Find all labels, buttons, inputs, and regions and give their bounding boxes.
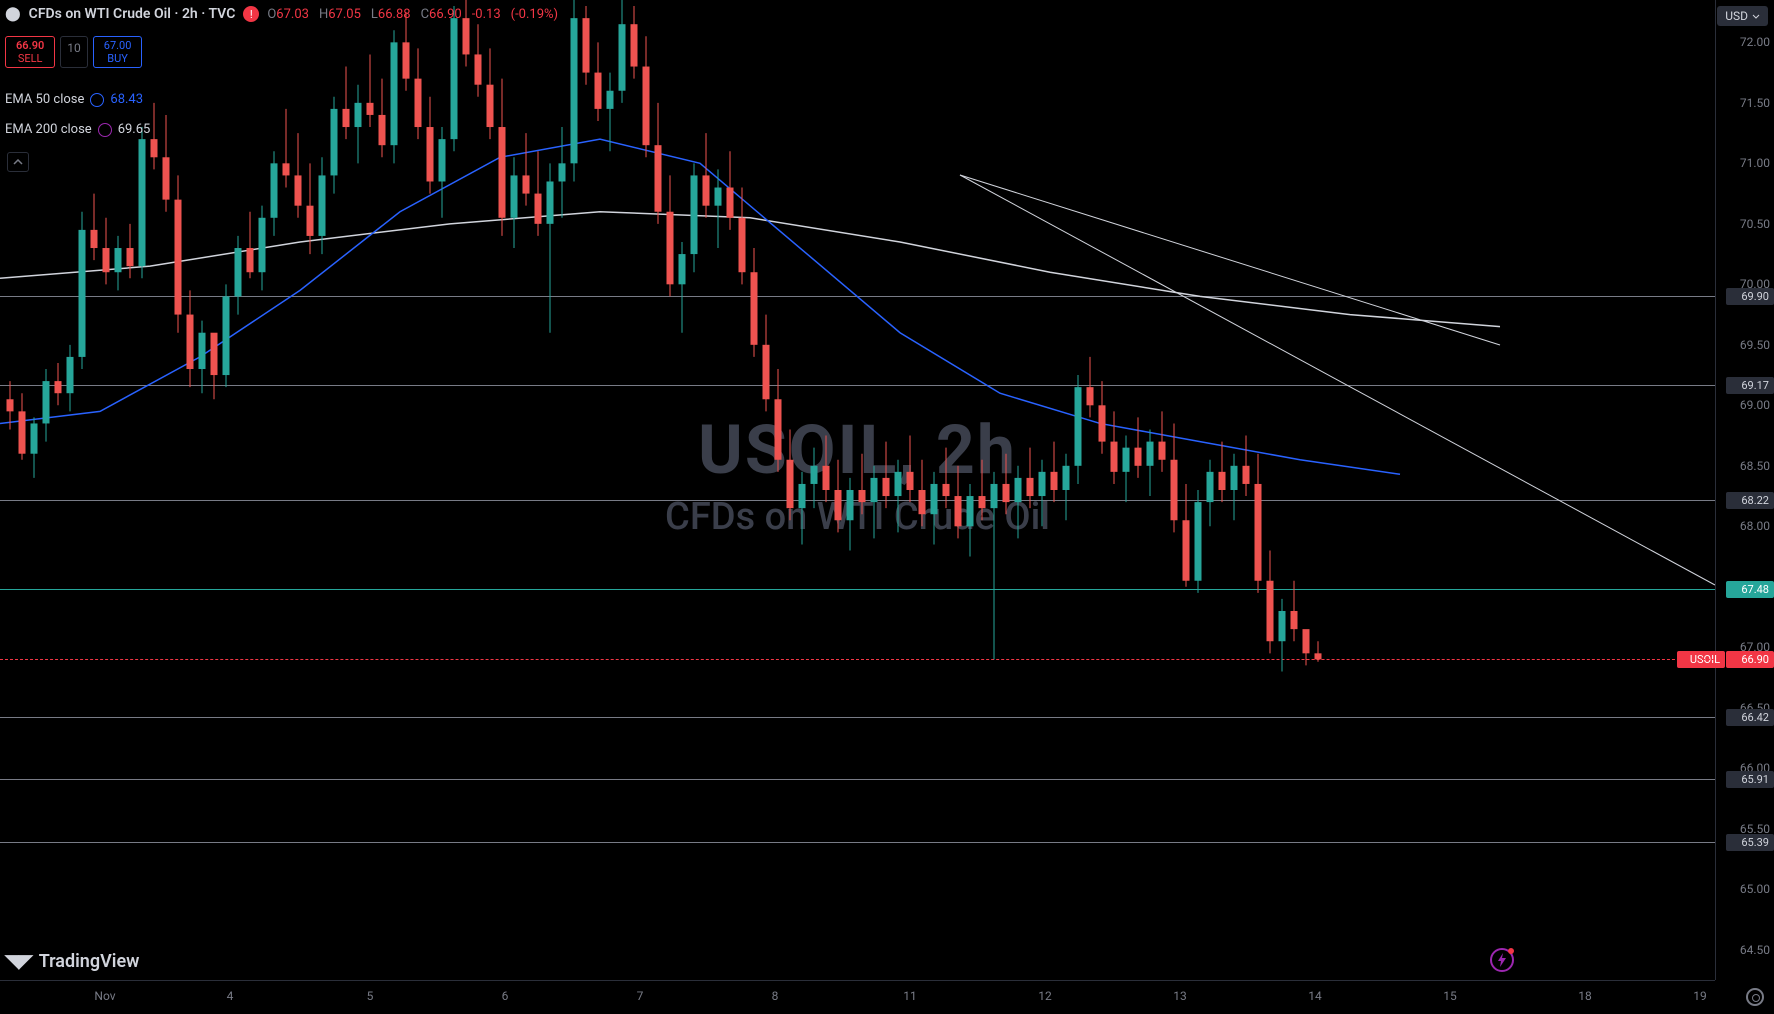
price-tick: 70.50 (1740, 217, 1770, 231)
price-tick: 72.00 (1740, 35, 1770, 49)
settings-icon[interactable] (1746, 988, 1764, 1006)
time-tick: 5 (367, 989, 374, 1003)
price-tick: 68.50 (1740, 459, 1770, 473)
tv-icon: ◥◤ (5, 951, 33, 972)
time-tick: 4 (227, 989, 234, 1003)
quantity-input[interactable]: 10 (60, 36, 88, 68)
price-tick: 68.00 (1740, 519, 1770, 533)
time-tick: 19 (1693, 989, 1707, 1003)
time-tick: 13 (1173, 989, 1187, 1003)
price-tick: 69.00 (1740, 398, 1770, 412)
tradingview-logo[interactable]: ◥◤ TradingView (5, 951, 139, 972)
price-label: 66.90 (1726, 651, 1774, 668)
chevron-down-icon (1752, 14, 1760, 19)
refresh-icon[interactable] (90, 93, 104, 107)
chart-area[interactable]: USOIL, 2h CFDs on WTI Crude Oil (0, 0, 1715, 980)
indicator-ema50[interactable]: EMA 50 close 68.43 (5, 92, 143, 107)
time-tick: Nov (94, 989, 115, 1003)
sell-button[interactable]: 66.90SELL (5, 36, 55, 68)
price-label: 68.22 (1726, 492, 1774, 509)
price-tick: 65.00 (1740, 882, 1770, 896)
symbol-name[interactable]: CFDs on WTI Crude Oil · 2h · TVC (29, 6, 236, 22)
time-tick: 14 (1308, 989, 1322, 1003)
price-axis[interactable]: 64.5065.0065.5066.0066.5067.0067.5068.00… (1715, 0, 1774, 980)
indicator-ema200[interactable]: EMA 200 close 69.65 (5, 122, 150, 137)
symbol-header: ⬤ CFDs on WTI Crude Oil · 2h · TVC ! O67… (5, 6, 558, 22)
ohlc-display: O67.03 H67.05 L66.88 C66.90 -0.13 (-0.19… (267, 7, 558, 22)
time-axis[interactable]: Nov 4 5 6 7 8 11 12 13 14 15 18 19 (0, 980, 1715, 1014)
lightning-icon[interactable] (1490, 948, 1514, 972)
candlestick-chart (0, 0, 1715, 980)
time-tick: 15 (1443, 989, 1457, 1003)
time-tick: 8 (772, 989, 779, 1003)
trade-buttons: 66.90SELL 10 67.00BUY (5, 36, 142, 68)
price-tick: 71.00 (1740, 156, 1770, 170)
price-label: 67.48 (1726, 581, 1774, 598)
price-label: 69.90 (1726, 288, 1774, 305)
alert-icon[interactable]: ! (243, 6, 259, 22)
time-tick: 11 (903, 989, 917, 1003)
price-label: 65.91 (1726, 771, 1774, 788)
droplet-icon: ⬤ (5, 6, 21, 22)
currency-selector[interactable]: USD (1717, 6, 1768, 26)
time-tick: 18 (1578, 989, 1592, 1003)
price-tick: 69.50 (1740, 338, 1770, 352)
time-tick: 12 (1038, 989, 1052, 1003)
price-tick: 64.50 (1740, 943, 1770, 957)
price-tick: 71.50 (1740, 96, 1770, 110)
price-label: 65.39 (1726, 834, 1774, 851)
time-tick: 7 (637, 989, 644, 1003)
price-label: 66.42 (1726, 709, 1774, 726)
time-tick: 6 (502, 989, 509, 1003)
refresh-icon[interactable] (98, 123, 112, 137)
buy-button[interactable]: 67.00BUY (93, 36, 143, 68)
collapse-button[interactable] (7, 152, 29, 172)
price-label: 69.17 (1726, 377, 1774, 394)
